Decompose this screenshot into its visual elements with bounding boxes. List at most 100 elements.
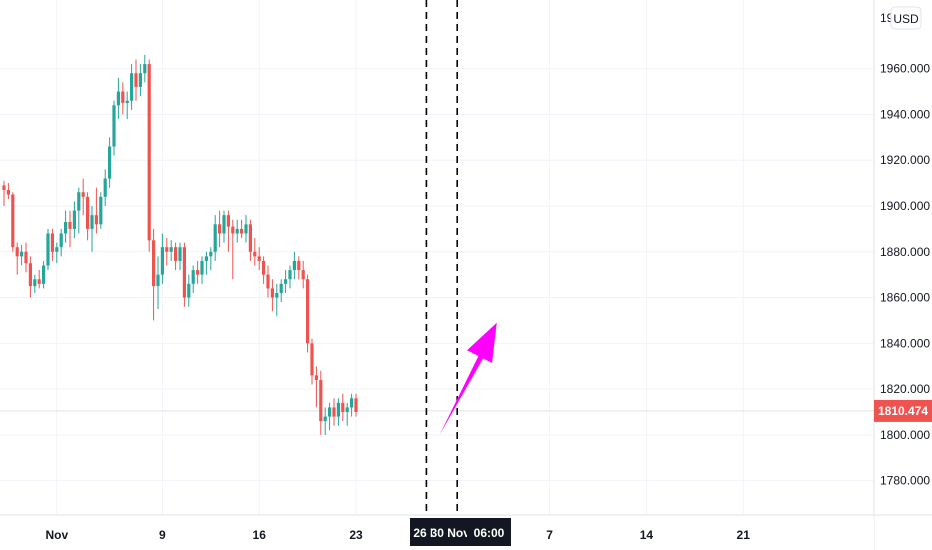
candle-53: [235, 219, 239, 243]
candle-1: [6, 183, 10, 200]
candle-57: [253, 238, 257, 266]
time-tick-label-0: Nov: [45, 528, 68, 542]
candle-14: [64, 210, 68, 243]
time-tick-label-2: 16: [253, 528, 267, 542]
candle-45: [200, 256, 204, 284]
time-tick-label-1: 9: [159, 528, 166, 542]
price-axis-background[interactable]: [874, 0, 932, 515]
candle-65: [288, 265, 292, 289]
candle-66: [292, 251, 296, 280]
candlestick-series: [2, 54, 358, 435]
candle-28: [125, 91, 129, 120]
candle-20: [90, 206, 94, 252]
candle-70: [310, 338, 314, 385]
candle-22: [99, 192, 103, 229]
candle-40: [178, 242, 182, 271]
candle-73: [323, 407, 327, 435]
date-tag-label-2: 06:00: [474, 526, 505, 540]
up-arrow-annotation: [439, 322, 497, 435]
current-price-tag: 1810.474: [874, 399, 932, 422]
candle-41: [182, 242, 186, 307]
time-tick-label-3: 23: [349, 528, 363, 542]
candle-24: [108, 137, 112, 188]
price-tick-label-0: 1780.000: [880, 474, 930, 488]
candle-0: [2, 180, 6, 206]
candle-59: [262, 256, 266, 284]
candle-27: [121, 82, 125, 115]
candle-79: [350, 393, 354, 417]
candle-62: [275, 283, 279, 316]
candle-63: [279, 279, 283, 303]
candle-6: [28, 256, 32, 298]
candle-60: [266, 265, 270, 298]
candle-38: [169, 240, 173, 261]
candle-21: [94, 187, 98, 234]
candle-19: [86, 192, 90, 241]
candle-7: [33, 274, 37, 293]
candle-8: [37, 270, 41, 289]
candle-48: [213, 215, 217, 261]
candle-15: [68, 210, 72, 248]
price-tick-label-9: 1960.000: [880, 62, 930, 76]
candle-12: [55, 242, 59, 264]
candle-11: [50, 228, 54, 261]
candle-10: [46, 228, 50, 271]
candle-47: [209, 247, 213, 271]
candle-26: [116, 77, 120, 120]
candle-32: [143, 54, 147, 83]
candle-50: [222, 210, 226, 243]
candle-69: [306, 274, 310, 353]
price-tick-label-3: 1840.000: [880, 336, 930, 350]
price-tick-label-7: 1920.000: [880, 153, 930, 167]
price-tag-label: 1810.474: [878, 404, 928, 418]
candle-36: [160, 233, 164, 284]
price-axis-top-partial: 19: [880, 11, 894, 25]
candle-39: [174, 242, 178, 271]
candle-77: [341, 393, 345, 422]
arrow-shape: [439, 322, 497, 435]
price-tick-label-4: 1860.000: [880, 291, 930, 305]
candle-23: [103, 169, 107, 206]
price-tick-label-8: 1940.000: [880, 107, 930, 121]
price-tick-label-6: 1900.000: [880, 199, 930, 213]
candle-5: [24, 242, 28, 273]
candle-44: [196, 260, 200, 284]
candle-25: [112, 100, 116, 156]
price-tick-label-5: 1880.000: [880, 245, 930, 259]
candle-18: [81, 178, 85, 216]
candle-80: [354, 393, 358, 417]
candle-64: [284, 270, 288, 293]
date-tag-box-2: [467, 518, 511, 546]
candle-13: [59, 228, 63, 257]
candle-58: [257, 247, 261, 271]
candle-51: [226, 210, 230, 252]
candle-71: [314, 366, 318, 408]
candle-31: [138, 64, 142, 97]
candle-2: [11, 192, 15, 252]
price-tick-label-2: 1820.000: [880, 382, 930, 396]
candle-67: [297, 256, 301, 280]
candle-56: [248, 219, 252, 261]
currency-label: USD: [893, 12, 919, 26]
candle-33: [147, 59, 151, 252]
candle-75: [332, 398, 336, 426]
candle-30: [134, 59, 138, 101]
currency-badge[interactable]: [890, 6, 922, 30]
candle-49: [218, 210, 222, 248]
vertical-marker-lines: [425, 0, 459, 515]
candle-61: [270, 279, 274, 312]
candle-78: [345, 402, 349, 426]
time-tick-label-6: 21: [737, 528, 751, 542]
candle-42: [187, 274, 191, 307]
candle-9: [42, 260, 46, 289]
candle-34: [152, 228, 156, 321]
candle-43: [191, 265, 195, 293]
candle-54: [240, 219, 244, 239]
candle-4: [20, 244, 24, 266]
time-tick-label-4: 7: [546, 528, 553, 542]
candle-46: [204, 251, 208, 275]
price-tag-box: [874, 399, 932, 422]
candle-35: [156, 256, 160, 309]
